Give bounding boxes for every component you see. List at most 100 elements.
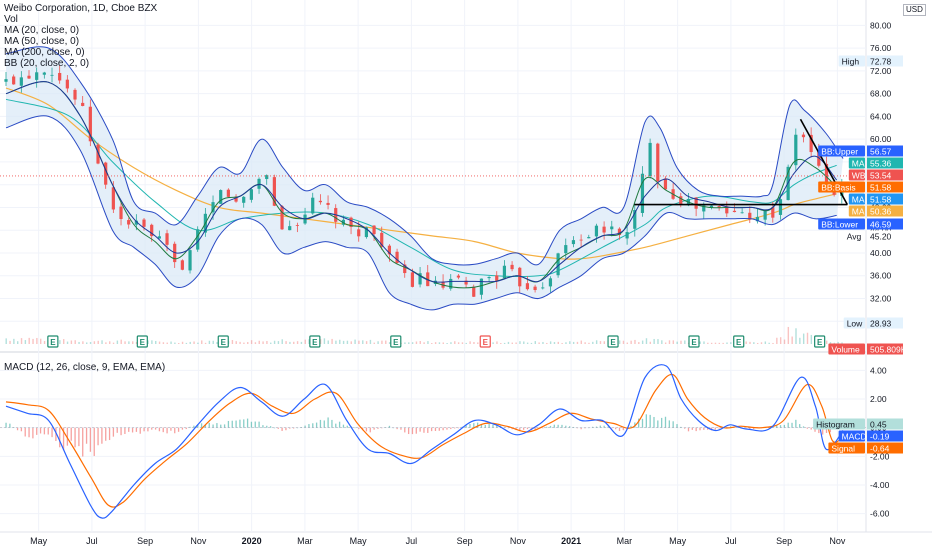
histogram-bar xyxy=(400,427,402,430)
histogram-bar xyxy=(300,426,302,428)
candle-body xyxy=(748,212,752,220)
volume-bar xyxy=(530,342,533,344)
candle-body xyxy=(594,225,599,237)
histogram-bar xyxy=(315,422,318,428)
candle-body xyxy=(801,134,806,138)
volume-bar xyxy=(262,341,264,344)
price-tick-label: 68.00 xyxy=(870,89,892,99)
volume-bar xyxy=(289,341,291,344)
histogram-bar xyxy=(595,426,598,428)
histogram-bar xyxy=(687,427,690,432)
histogram-bar xyxy=(779,425,782,428)
candle-body xyxy=(541,287,545,289)
candle-body xyxy=(364,227,368,238)
time-tick-label: Jul xyxy=(86,536,98,546)
indicator-vol[interactable]: Vol xyxy=(4,14,18,25)
candle-body xyxy=(510,264,514,270)
candle-body xyxy=(518,267,522,287)
volume-bar xyxy=(354,339,356,344)
volume-bar xyxy=(756,342,759,344)
volume-bar xyxy=(526,342,529,344)
volume-bar xyxy=(595,340,598,344)
earnings-marker-label: E xyxy=(312,338,318,347)
histogram-bar xyxy=(16,427,19,431)
volume-bar xyxy=(20,338,23,344)
volume-bar xyxy=(841,342,843,344)
symbol-title[interactable]: Weibo Corporation, 1D, Cboe BZX xyxy=(4,3,158,14)
volume-bar xyxy=(718,342,721,344)
histogram-bar xyxy=(212,424,214,428)
volume-bar xyxy=(588,342,590,344)
candle-body xyxy=(188,250,192,271)
time-axis[interactable]: May Jul Sep Nov 2020 Mar May Jul Sep Nov 2021 Mar Ma… xyxy=(30,536,846,546)
histogram-bar xyxy=(545,426,548,428)
macd-title[interactable]: MACD (12, 26, close, 9, EMA, EMA) xyxy=(4,362,166,373)
histogram-bar xyxy=(450,427,452,430)
indicator-ma200[interactable]: MA (200, close, 0) xyxy=(4,47,85,58)
volume-bar xyxy=(166,342,168,344)
volume-bar xyxy=(13,338,15,344)
volume-bar xyxy=(36,337,38,344)
histogram-bar xyxy=(553,424,555,428)
histogram-bar xyxy=(254,421,256,428)
price-tag: MACD -0.19 xyxy=(838,430,903,442)
indicator-bb[interactable]: BB (20, close, 2, 0) xyxy=(4,58,90,69)
histogram-bar xyxy=(154,427,157,430)
price-tag-value-box xyxy=(867,55,903,67)
volume-bar xyxy=(477,342,479,344)
volume-bar xyxy=(66,341,69,344)
volume-bar xyxy=(787,326,790,344)
price-tick-label: 80.00 xyxy=(870,20,892,30)
volume-bar xyxy=(833,342,836,344)
volume-bar xyxy=(645,338,648,344)
histogram-bar xyxy=(799,424,801,428)
candle-body xyxy=(778,199,783,215)
volume-bar xyxy=(112,342,115,344)
price-tag-value: -0.64 xyxy=(870,443,890,453)
price-tick-label: 44.00 xyxy=(870,225,892,235)
bb-basis-line xyxy=(5,81,838,289)
currency-badge[interactable]: USD xyxy=(903,4,926,16)
volume-bar xyxy=(9,340,11,344)
candle-body xyxy=(495,275,499,281)
volume-bar xyxy=(296,341,299,344)
time-tick-label: May xyxy=(350,536,368,546)
volume-bar xyxy=(135,341,138,344)
time-tick-label: Jul xyxy=(406,536,418,546)
macd-pane[interactable] xyxy=(0,364,866,519)
histogram-bar xyxy=(557,424,559,428)
volume-bar xyxy=(638,342,640,344)
volume-bar xyxy=(622,340,625,344)
earnings-marker xyxy=(47,335,59,348)
histogram-bar xyxy=(442,427,444,431)
indicator-ma50[interactable]: MA (50, close, 0) xyxy=(4,36,80,47)
candle-body xyxy=(288,226,292,231)
volume-bar xyxy=(86,342,88,344)
volume-bar xyxy=(319,339,322,344)
histogram-bar xyxy=(331,419,333,428)
price-tag: Volume 505.809K xyxy=(828,343,907,355)
candle-body xyxy=(403,264,407,274)
macd-tick-label: 2.00 xyxy=(870,394,887,404)
candle-body xyxy=(564,245,568,254)
price-tag-value-box xyxy=(867,442,903,454)
histogram-bar xyxy=(676,424,678,428)
candle-body xyxy=(556,253,560,276)
price-tag-name: BB:Basis xyxy=(821,182,856,192)
histogram-bar xyxy=(592,426,594,428)
histogram-bar xyxy=(381,427,383,429)
price-tag-value: 50.36 xyxy=(870,206,892,216)
histogram-bar xyxy=(39,427,42,434)
volume-bar xyxy=(603,341,606,344)
histogram-bar xyxy=(227,420,230,428)
volume-bar xyxy=(193,341,195,344)
volume-bar xyxy=(235,341,237,344)
indicator-ma20[interactable]: MA (20, close, 0) xyxy=(4,25,80,36)
histogram-bar xyxy=(78,427,80,447)
histogram-bar xyxy=(707,427,709,430)
price-tag-name: Low xyxy=(847,318,863,328)
histogram-bar xyxy=(476,422,479,428)
candle-body xyxy=(349,217,353,227)
